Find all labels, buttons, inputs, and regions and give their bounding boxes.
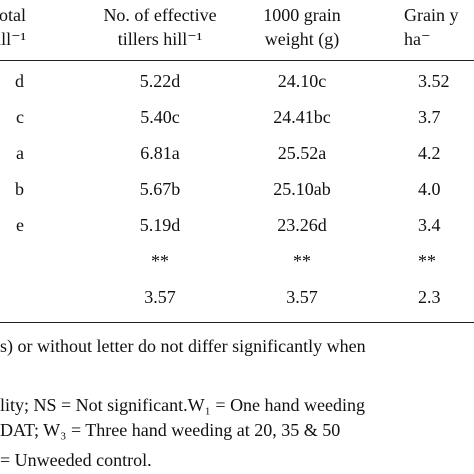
table-cell: ** [418, 251, 436, 271]
table-cell: ** [293, 251, 311, 271]
table-cell: 25.10ab [273, 179, 331, 199]
column-header: Grain y [404, 5, 459, 25]
table-cell: 3.57 [286, 287, 318, 307]
table-cell: 4.2 [418, 143, 441, 163]
table-cell: 25.52a [277, 143, 327, 163]
table-cell: 3.57 [144, 287, 176, 307]
footnote: = Unweeded control. [0, 450, 152, 470]
table-cell: 3.52 [418, 71, 450, 91]
column-header: otal [0, 5, 26, 25]
table-cell: 3.4 [418, 215, 441, 235]
table-cell: b [15, 179, 24, 199]
table-cell: c [16, 107, 24, 127]
column-header: 1000 grain [263, 5, 341, 25]
header-rule [0, 60, 474, 61]
table-cell: 4.0 [418, 179, 441, 199]
column-header: No. of effective [103, 5, 217, 25]
table-cell: 3.7 [418, 107, 441, 127]
table-cell: ** [151, 251, 169, 271]
column-header: tillers hill⁻¹ [117, 29, 203, 49]
table-cell: 6.81a [140, 143, 180, 163]
column-header: ill⁻¹ [0, 29, 26, 49]
table-cell: a [16, 143, 24, 163]
table-cell: 5.40c [140, 107, 180, 127]
table-cell: 5.22d [139, 71, 181, 91]
column-header: weight (g) [264, 29, 340, 49]
footnote: s) or without letter do not differ signi… [0, 336, 366, 356]
table-cell: 5.19d [139, 215, 181, 235]
column-header: ha⁻ [404, 29, 431, 49]
table-cell: e [16, 215, 24, 235]
table-cell: 24.41bc [273, 107, 331, 127]
table-cell: d [15, 71, 24, 91]
footnote: DAT; W₃ = Three hand weeding at 20, 35 &… [0, 420, 341, 440]
table-cell: 24.10c [277, 71, 327, 91]
table-cell: 23.26d [277, 215, 327, 235]
table-cell: 5.67b [139, 179, 181, 199]
table-cell: 2.3 [418, 287, 441, 307]
bottom-rule [0, 322, 474, 323]
footnote: lity; NS = Not significant.W₁ = One hand… [0, 395, 366, 415]
